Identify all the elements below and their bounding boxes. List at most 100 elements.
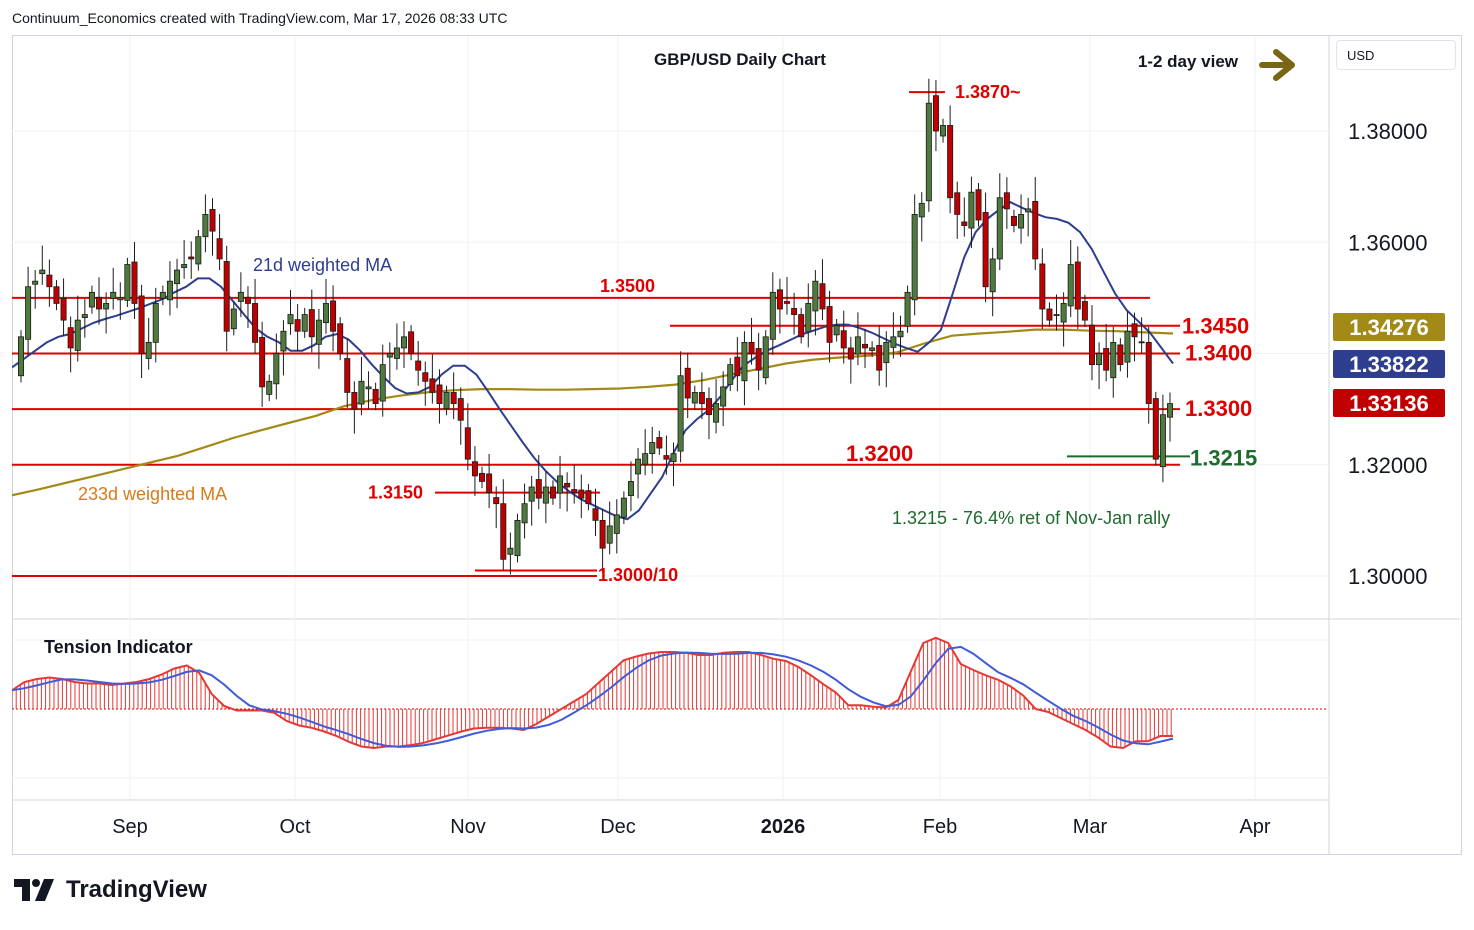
candle-body	[649, 442, 656, 455]
candle-body	[812, 280, 819, 312]
level-label: 1.3150	[368, 483, 423, 503]
candle-body	[869, 347, 876, 351]
level-label: 1.3000/10	[598, 565, 678, 585]
tension-indicator	[12, 636, 1328, 750]
indicator-gridlines	[12, 639, 1329, 779]
candle-body	[216, 238, 223, 260]
time-tick-label: Dec	[600, 816, 636, 838]
candle-body	[25, 286, 32, 340]
candle-body	[734, 356, 741, 377]
candle-body	[301, 314, 308, 332]
price-gridlines	[12, 36, 1329, 800]
candle-body	[1039, 263, 1046, 310]
candle-body	[436, 384, 443, 404]
candle-body	[60, 298, 67, 321]
candle-body	[103, 303, 110, 310]
time-axis-labels: Sep Oct Nov Dec 2026 Feb Mar Apr	[112, 816, 1271, 838]
candle-body	[152, 303, 159, 343]
candle-body	[337, 323, 344, 354]
candle-body	[429, 378, 436, 393]
chart-frame	[12, 35, 1462, 855]
candle-body	[273, 353, 280, 385]
candle-body	[450, 392, 457, 404]
candle-body	[1117, 344, 1124, 366]
candle-body	[365, 386, 372, 390]
candle-body	[195, 236, 202, 265]
candle-body	[507, 547, 514, 555]
candle-body	[230, 308, 237, 330]
candle-body	[74, 319, 81, 351]
candle-body	[159, 291, 166, 299]
price-tick-label: 1.32000	[1348, 453, 1428, 478]
candle-body	[521, 503, 528, 524]
time-tick-label: Sep	[112, 816, 148, 838]
candle-body	[1159, 414, 1166, 468]
candle-body	[656, 437, 663, 449]
candle-body	[989, 258, 996, 293]
chart-attribution: Continuum_Economics created with Trading…	[12, 10, 508, 26]
candle-body	[890, 336, 897, 348]
candle-body	[287, 314, 294, 325]
price-tag-label: 1.34276	[1349, 315, 1429, 340]
candle-body	[166, 280, 173, 301]
candle-body	[713, 403, 720, 423]
wma233-line	[12, 328, 1174, 497]
candle-body	[138, 295, 145, 354]
candle-body	[791, 308, 798, 315]
tradingview-logo[interactable]: TradingView	[14, 876, 207, 904]
candle-body	[1167, 403, 1174, 418]
candle-body	[677, 375, 684, 452]
candle-body	[947, 125, 954, 199]
wma21-line	[12, 201, 1174, 521]
candle-body	[88, 291, 95, 308]
candle-body	[1060, 303, 1067, 323]
candle-body	[17, 336, 24, 377]
price-tick-label: 1.38000	[1348, 119, 1428, 144]
level-label: 1.3400	[1185, 341, 1252, 366]
candle-body	[528, 486, 535, 502]
currency-selector[interactable]: USD	[1336, 40, 1456, 70]
candle-body	[1010, 215, 1017, 226]
candle-body	[393, 347, 400, 359]
candle-body	[599, 519, 606, 549]
candle-body	[1081, 301, 1088, 321]
candle-body	[67, 327, 74, 349]
candle-body	[564, 482, 571, 488]
candle-body	[464, 427, 471, 460]
level-label: 1.3300	[1185, 396, 1252, 421]
candle-body	[223, 261, 230, 332]
candle-body	[918, 202, 925, 218]
level-label: 1.3450	[1182, 314, 1249, 339]
candle-body	[705, 398, 712, 416]
time-tick-label: Mar	[1073, 816, 1108, 838]
tradingview-logo-icon	[14, 879, 54, 901]
candle-body	[826, 306, 833, 343]
chart-title: GBP/USD Daily Chart	[654, 50, 826, 69]
candle-body	[422, 372, 429, 382]
level-label: 1.3215	[1190, 445, 1257, 470]
candle-body	[1103, 348, 1110, 371]
candle-body	[181, 264, 188, 268]
candle-body	[897, 330, 904, 338]
candle-body	[479, 472, 486, 482]
candle-body	[1003, 192, 1010, 210]
candle-body	[620, 497, 627, 518]
candle-body	[635, 458, 642, 475]
candle-body	[110, 291, 117, 299]
candle-body	[1096, 353, 1103, 366]
candle-body	[259, 336, 266, 388]
right-arrow-icon	[1259, 49, 1295, 81]
candle-body	[1131, 323, 1138, 338]
candle-body	[663, 455, 670, 460]
candle-body	[613, 514, 620, 534]
candle-body	[982, 212, 989, 288]
candle-body	[344, 358, 351, 393]
moving-averages	[12, 201, 1174, 521]
candle-body	[606, 525, 613, 544]
candle-body	[840, 330, 847, 349]
candle-body	[96, 296, 103, 310]
candle-body	[408, 331, 415, 354]
candle-body	[535, 479, 542, 499]
candle-body	[308, 309, 315, 338]
